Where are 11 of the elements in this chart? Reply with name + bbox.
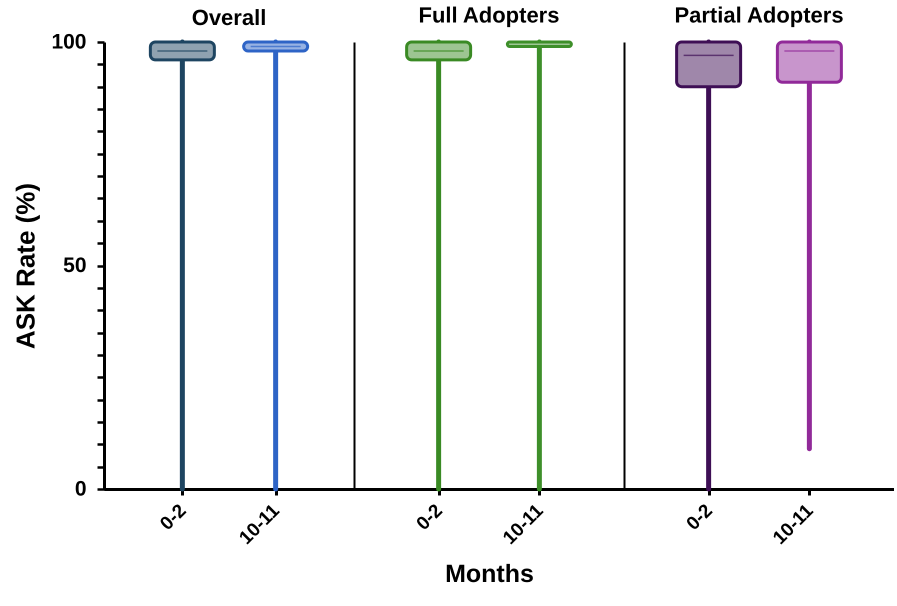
- y-tick-label: 50: [63, 254, 86, 277]
- y-tick-label: 0: [74, 478, 86, 500]
- x-tick-label: 0-2: [156, 500, 191, 535]
- y-axis-title: ASK Rate (%): [10, 182, 40, 350]
- y-tick-label: 100: [51, 30, 86, 54]
- x-axis-title: Months: [445, 560, 534, 588]
- x-tick-label: 0-2: [682, 500, 717, 535]
- x-tick-label: 0-2: [412, 500, 447, 535]
- chart-title: Full Adopters: [418, 2, 560, 28]
- chart-title: Overall: [192, 5, 266, 30]
- chart-title: Partial Adopters: [674, 2, 844, 28]
